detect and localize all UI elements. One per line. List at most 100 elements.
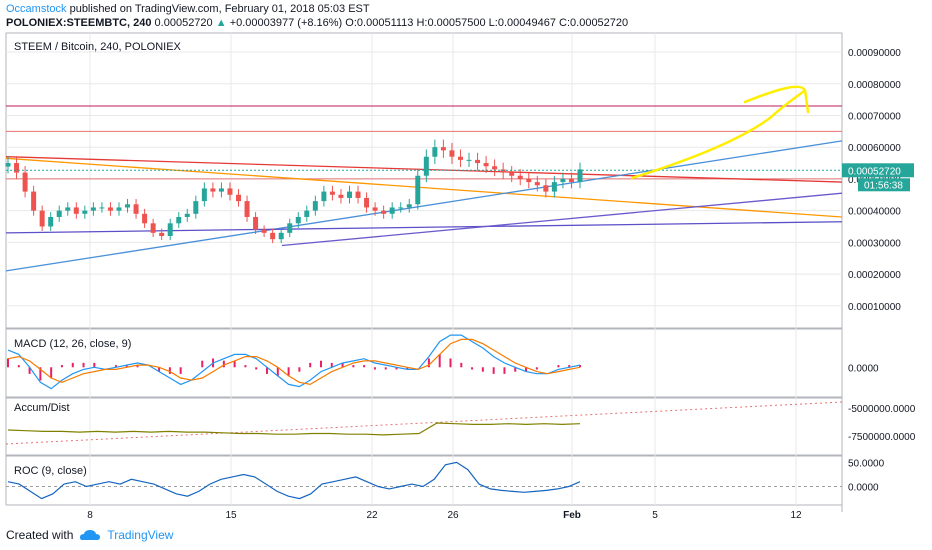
candle-body — [398, 207, 404, 209]
price-change: +0.00003977 (+8.16%) — [229, 17, 343, 29]
candle-body — [440, 147, 446, 151]
candle-body — [5, 163, 11, 167]
last-price-label: 0.00052720 — [848, 166, 901, 177]
price-tick-label: 0.00070000 — [848, 111, 901, 122]
footer: Created with TradingView — [6, 528, 173, 542]
candle-body — [48, 216, 54, 227]
pane-frame-0 — [5, 32, 843, 329]
candle-body — [150, 223, 156, 233]
candle-body — [73, 207, 79, 214]
roc-title: ROC (9, close) — [14, 465, 87, 477]
macd-signal-line — [7, 338, 581, 386]
candle-body — [372, 207, 378, 211]
accum-dist-tick-label: -7500000.0000 — [848, 432, 916, 443]
candle-body — [329, 191, 335, 195]
high-label: H: — [416, 17, 428, 29]
price-tick-label: 0.00020000 — [848, 270, 901, 281]
tradingview-brand[interactable]: TradingView — [107, 528, 174, 542]
close-value: 0.00052720 — [570, 17, 629, 29]
candle-body — [22, 172, 28, 192]
candle-body — [201, 188, 207, 202]
candle-body — [406, 204, 412, 208]
candle-body — [159, 232, 165, 237]
candle-body — [389, 207, 395, 214]
roc-tick-label: 50.0000 — [848, 458, 885, 469]
candle-body — [236, 194, 242, 202]
candle-body — [577, 169, 583, 183]
time-tick-label: 22 — [366, 510, 378, 521]
candle-body — [65, 207, 71, 211]
price-tick-label: 0.00010000 — [848, 302, 901, 313]
candle-body — [99, 207, 105, 209]
symbol-line: POLONIEX:STEEMBTC, 240 0.00052720 ▲ +0.0… — [6, 17, 628, 29]
candle-body — [355, 191, 361, 198]
time-tick-label: 15 — [225, 510, 237, 521]
candle-body — [304, 210, 310, 217]
candle-body — [210, 188, 216, 192]
time-tick-label: 5 — [652, 510, 658, 521]
last-price: 0.00052720 — [154, 17, 213, 29]
candle-body — [551, 182, 557, 192]
up-arrow-icon: ▲ — [215, 17, 227, 29]
candle-body — [526, 178, 532, 183]
candle-body — [534, 182, 540, 186]
trendline — [5, 221, 843, 234]
candle-body — [415, 175, 421, 205]
candle-body — [142, 213, 148, 224]
candle-body — [449, 150, 455, 157]
macd-line — [7, 334, 581, 390]
candle-body — [167, 223, 173, 237]
accum-dist-line — [7, 422, 581, 436]
candle-body — [338, 194, 344, 198]
author-link[interactable]: Occamstock — [6, 3, 67, 15]
symbol-name: POLONIEX:STEEMBTC, 240 — [6, 17, 152, 29]
candle-body — [492, 166, 498, 170]
accum-dist-tick-label: -5000000.0000 — [848, 404, 916, 415]
candle-body — [116, 207, 122, 211]
accum-dist-trendline — [5, 401, 843, 445]
candle-body — [312, 201, 318, 211]
candle-body — [39, 210, 45, 227]
trendline — [281, 192, 843, 247]
macd-tick-label: 0.0000 — [848, 363, 879, 374]
roc-line — [7, 461, 581, 500]
publish-info: published on TradingView.com, February 0… — [69, 3, 370, 15]
candle-body — [133, 204, 139, 214]
candle-body — [483, 163, 489, 167]
candle-body — [568, 178, 574, 183]
candle-body — [56, 210, 62, 217]
candle-body — [82, 210, 88, 214]
candle-body — [90, 207, 96, 211]
publish-line: Occamstock published on TradingView.com,… — [6, 3, 370, 15]
candle-body — [517, 175, 523, 179]
candle-body — [543, 185, 549, 192]
candle-body — [270, 232, 276, 240]
trendline — [5, 157, 843, 218]
candle-body — [253, 216, 259, 230]
price-tick-label: 0.00040000 — [848, 207, 901, 218]
trendline — [5, 140, 843, 272]
candle-body — [14, 163, 20, 173]
price-tick-label: 0.00090000 — [848, 48, 901, 59]
candle-body — [31, 191, 37, 211]
drawn-arrow-annotation — [630, 85, 810, 180]
candle-body — [475, 159, 481, 164]
macd-title: MACD (12, 26, close, 9) — [14, 338, 131, 350]
candle-body — [381, 210, 387, 214]
time-tick-label: 8 — [87, 510, 93, 521]
open-label: O: — [345, 17, 357, 29]
time-tick-label: 12 — [790, 510, 802, 521]
price-tick-label: 0.00060000 — [848, 143, 901, 154]
candle-body — [457, 156, 463, 160]
candle-body — [287, 223, 293, 233]
candle-body — [176, 216, 182, 224]
candle-body — [466, 159, 472, 161]
pane-frame-3 — [5, 455, 843, 506]
price-tick-label: 0.00080000 — [848, 80, 901, 91]
last-price-badge — [842, 163, 914, 178]
price-tick-label: 0.00030000 — [848, 238, 901, 249]
candle-body — [107, 207, 113, 211]
candle-body — [500, 169, 506, 173]
candle-body — [184, 213, 190, 217]
